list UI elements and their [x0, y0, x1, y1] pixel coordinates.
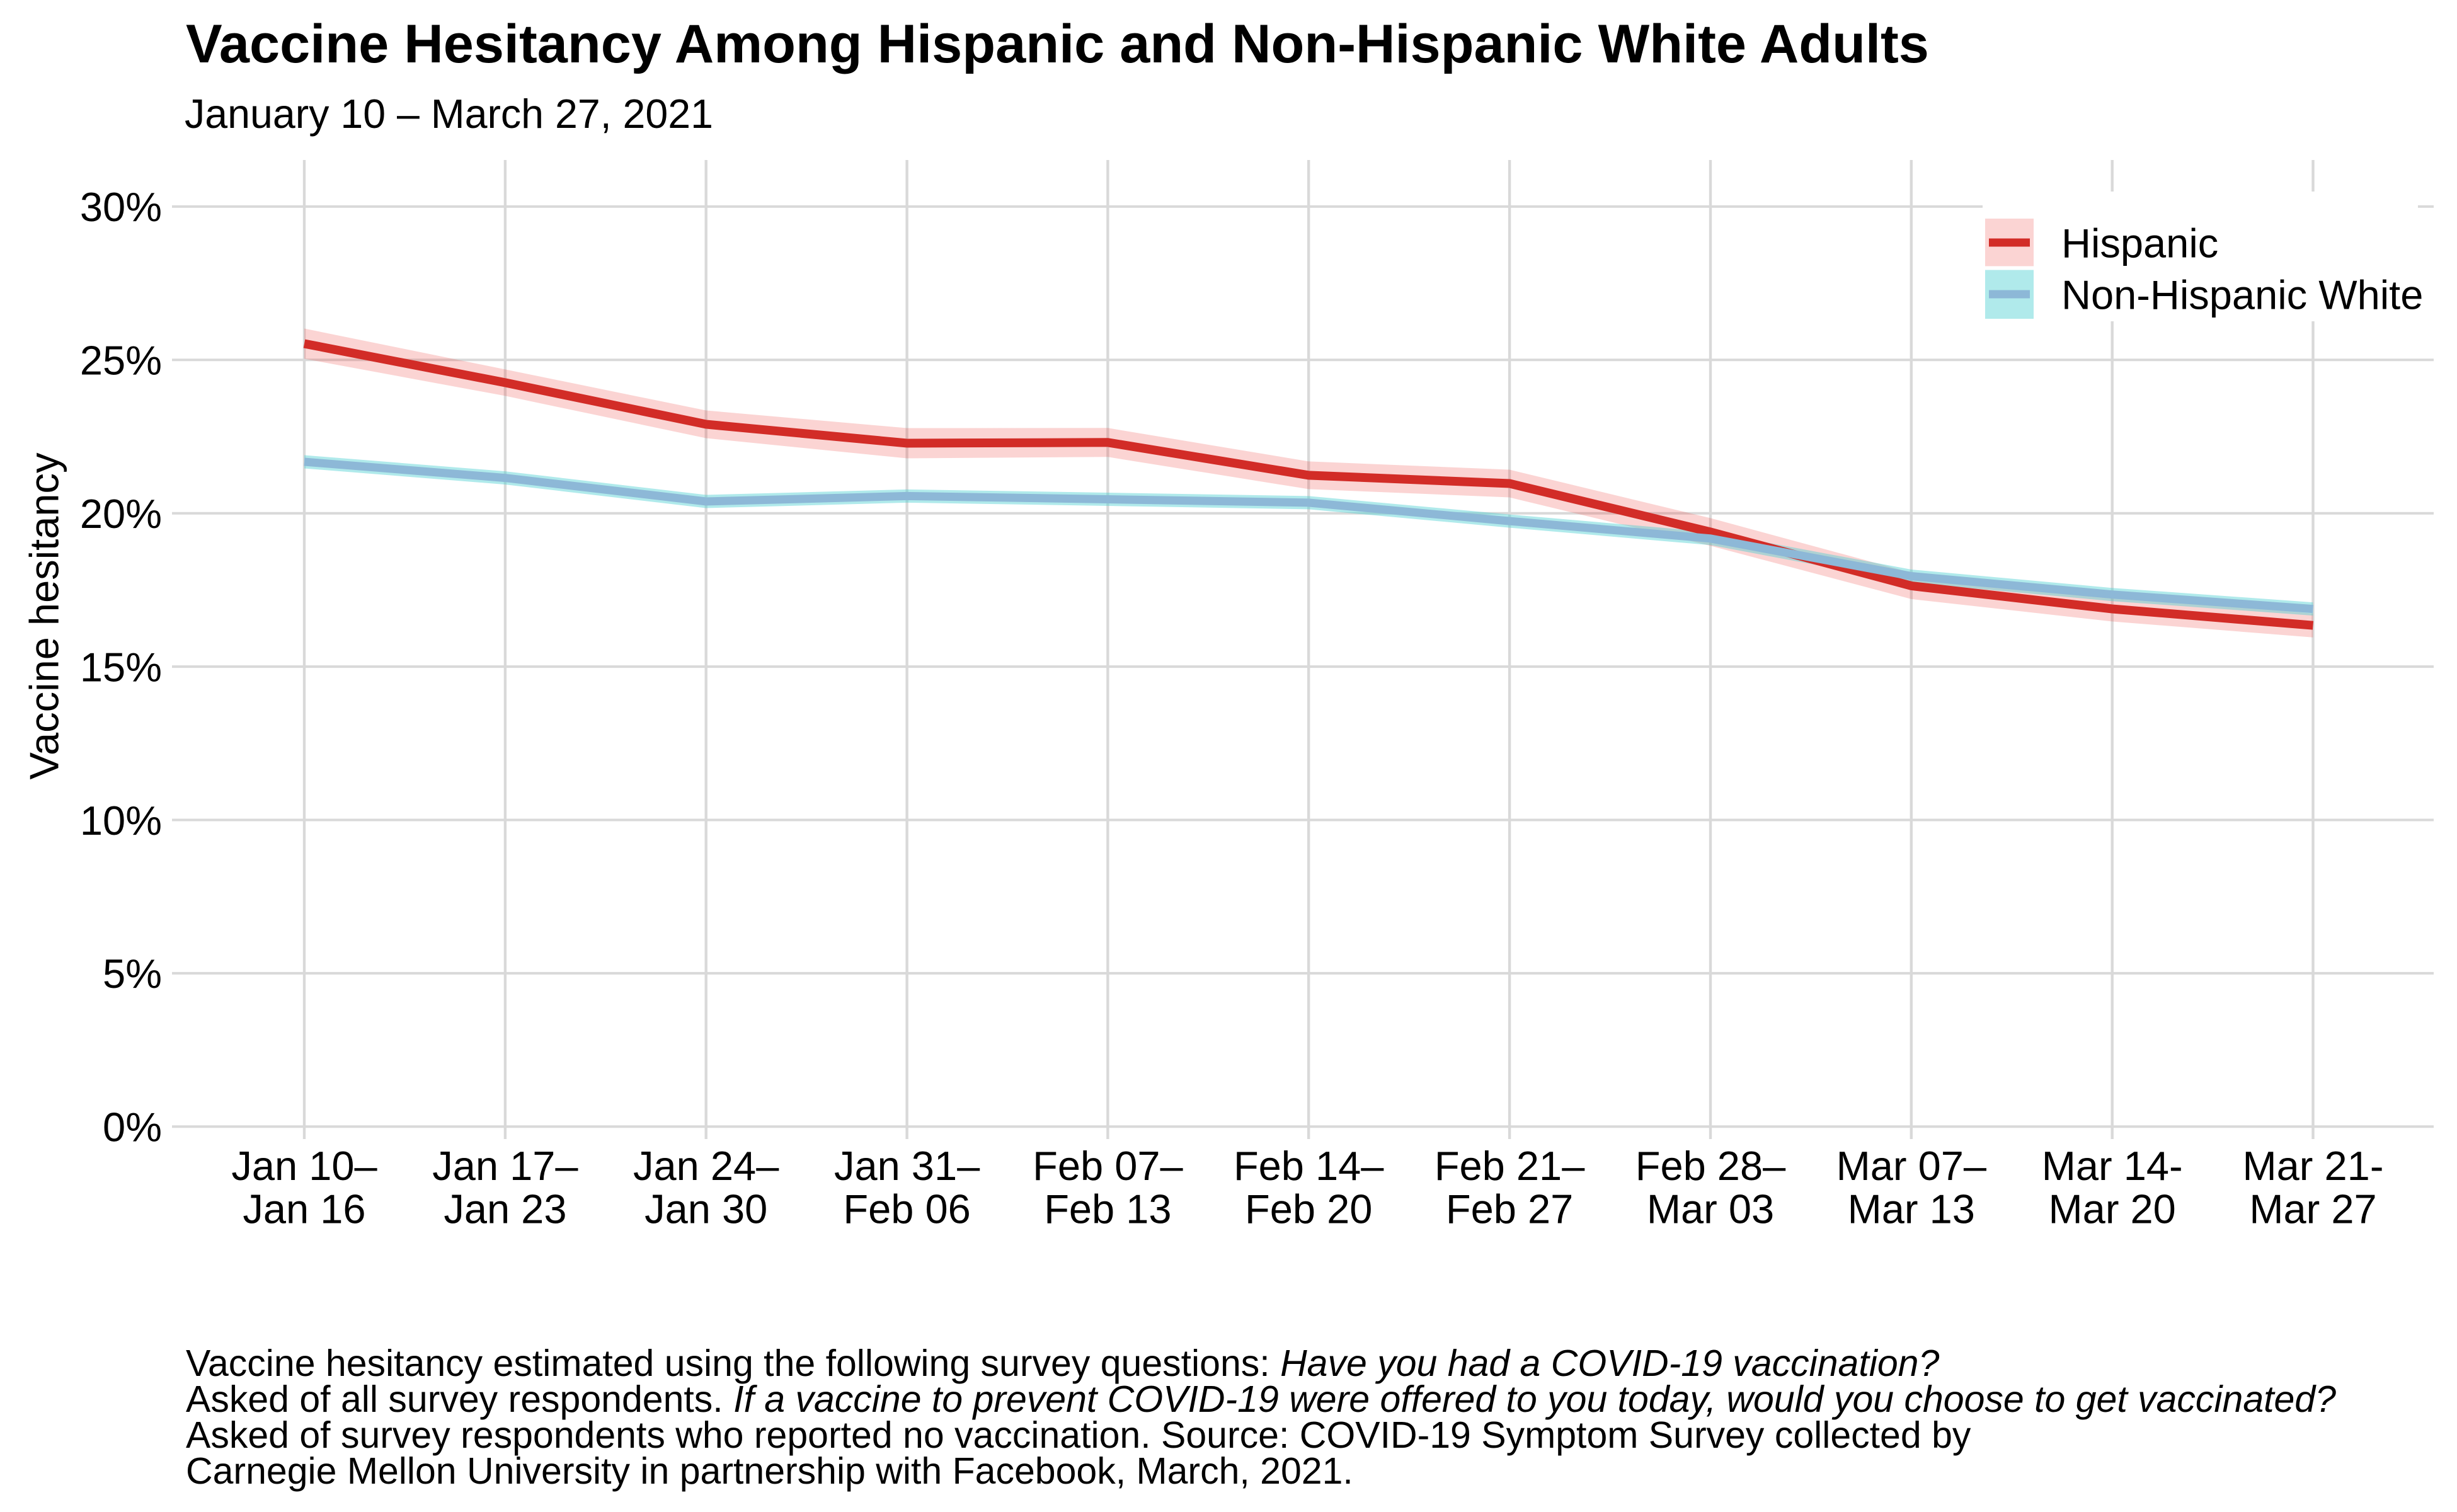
svg-text:Jan 10–: Jan 10– — [231, 1143, 377, 1189]
svg-text:Mar 13: Mar 13 — [1848, 1186, 1975, 1232]
svg-text:January 10 – March 27, 2021: January 10 – March 27, 2021 — [185, 91, 713, 137]
svg-text:Feb 20: Feb 20 — [1245, 1186, 1372, 1232]
svg-text:Feb 27: Feb 27 — [1446, 1186, 1573, 1232]
svg-text:Vaccine hesitancy: Vaccine hesitancy — [21, 452, 67, 780]
svg-text:Mar 07–: Mar 07– — [1836, 1143, 1987, 1189]
svg-text:10%: 10% — [80, 798, 162, 844]
svg-text:Vaccine Hesitancy Among Hispan: Vaccine Hesitancy Among Hispanic and Non… — [186, 14, 1929, 74]
svg-text:Jan 31–: Jan 31– — [834, 1143, 980, 1189]
svg-text:Feb 28–: Feb 28– — [1635, 1143, 1786, 1189]
svg-text:0%: 0% — [103, 1104, 162, 1150]
svg-text:Jan 23: Jan 23 — [444, 1186, 566, 1232]
svg-text:Feb 14–: Feb 14– — [1234, 1143, 1384, 1189]
svg-text:Vaccine hesitancy estimated us: Vaccine hesitancy estimated using the fo… — [186, 1343, 1939, 1384]
svg-text:Carnegie Mellon University in: Carnegie Mellon University in partnershi… — [186, 1450, 1353, 1492]
svg-text:Jan 17–: Jan 17– — [432, 1143, 578, 1189]
svg-text:5%: 5% — [103, 951, 162, 997]
svg-text:Mar 20: Mar 20 — [2049, 1186, 2176, 1232]
svg-text:Mar 14-: Mar 14- — [2042, 1143, 2183, 1189]
svg-text:Mar 21-: Mar 21- — [2243, 1143, 2384, 1189]
svg-text:Jan 16: Jan 16 — [243, 1186, 365, 1232]
svg-text:20%: 20% — [80, 491, 162, 537]
svg-text:Jan 24–: Jan 24– — [633, 1143, 779, 1189]
svg-text:30%: 30% — [80, 184, 162, 230]
svg-text:Jan 30: Jan 30 — [644, 1186, 767, 1232]
svg-text:Hispanic: Hispanic — [2061, 220, 2218, 266]
svg-text:25%: 25% — [80, 338, 162, 384]
svg-text:Feb 06: Feb 06 — [843, 1186, 970, 1232]
svg-text:Mar 27: Mar 27 — [2249, 1186, 2376, 1232]
svg-text:Asked of all survey respondent: Asked of all survey respondents. If a va… — [186, 1378, 2336, 1420]
svg-text:Feb 21–: Feb 21– — [1435, 1143, 1585, 1189]
svg-text:Feb 13: Feb 13 — [1044, 1186, 1171, 1232]
svg-text:Feb 07–: Feb 07– — [1033, 1143, 1183, 1189]
svg-text:Asked of survey respondents wh: Asked of survey respondents who reported… — [186, 1414, 1971, 1456]
svg-text:Mar 03: Mar 03 — [1647, 1186, 1774, 1232]
svg-text:Non-Hispanic White: Non-Hispanic White — [2061, 272, 2423, 318]
svg-text:15%: 15% — [80, 644, 162, 690]
